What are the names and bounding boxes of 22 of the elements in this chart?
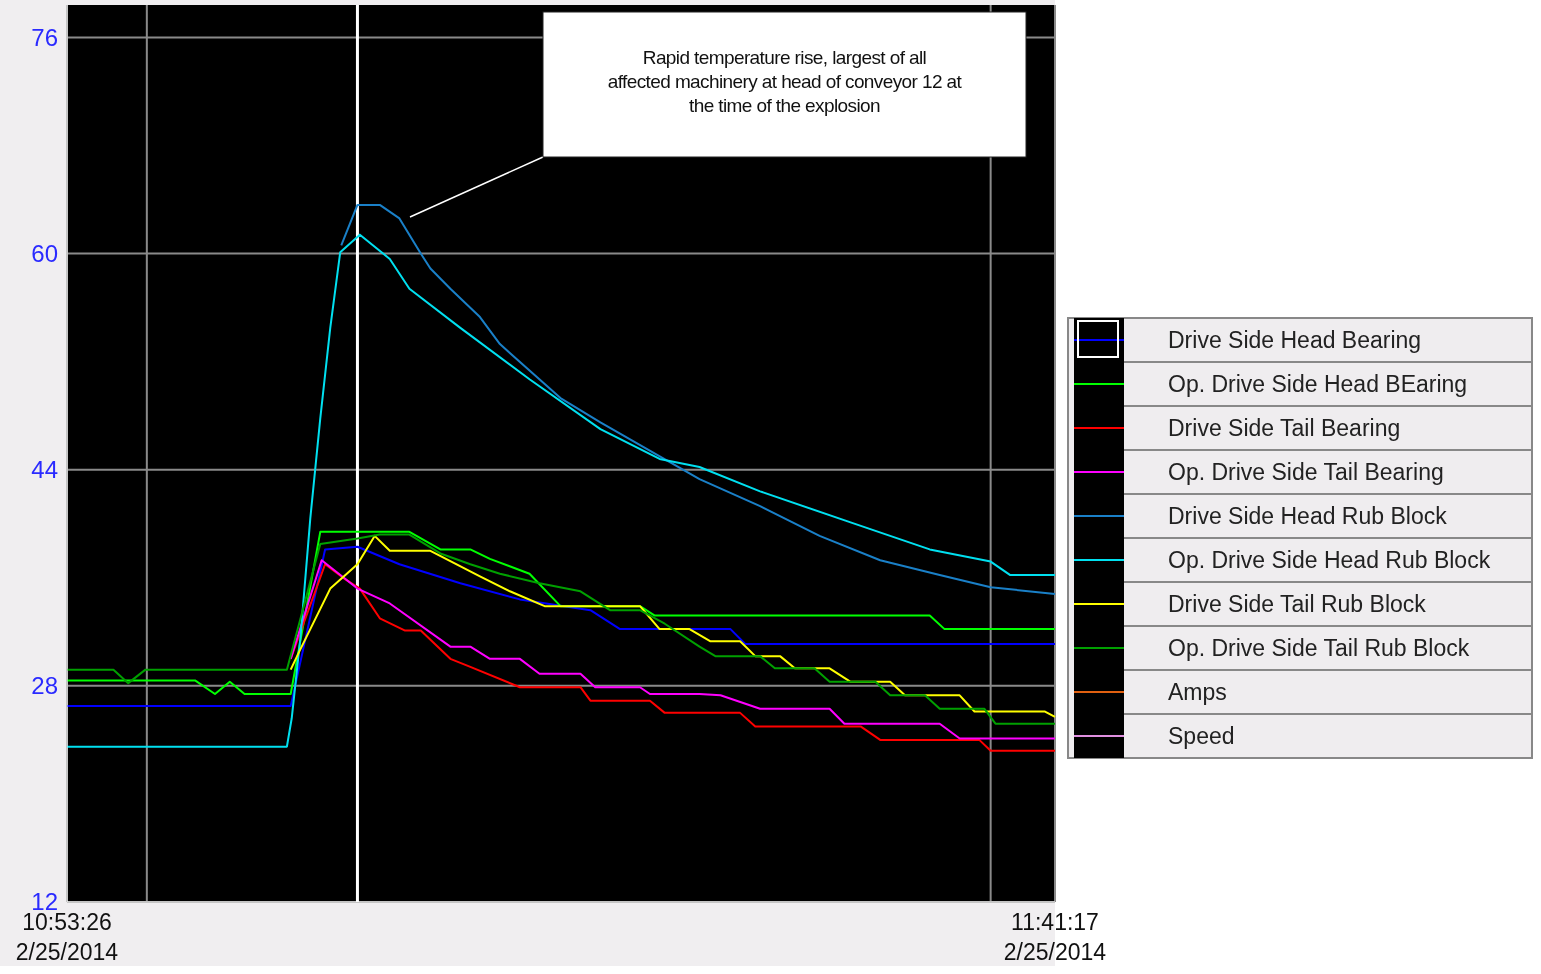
legend-label: Speed — [1168, 723, 1235, 750]
line-series — [340, 203, 1056, 595]
y-tick-label: 44 — [31, 456, 58, 484]
line-series — [66, 530, 1056, 695]
legend-label: Amps — [1168, 679, 1227, 706]
line-series — [66, 533, 1056, 725]
y-tick-label: 60 — [31, 239, 58, 267]
y-tick-label: 76 — [31, 23, 58, 51]
annotation: Rapid temperature rise, largest of all affected machinery at head of conveyor 12 at the time of the explosion — [607, 47, 963, 116]
legend-label: Op. Drive Side Tail Bearing — [1168, 459, 1444, 486]
line-series — [289, 534, 1056, 718]
line-series — [66, 233, 1056, 748]
x-tick-label: 11:41:17 2/25/2014 — [1003, 909, 1107, 965]
legend-label: Drive Side Head Bearing — [1168, 327, 1422, 354]
legend-label: Op. Drive Side Head Rub Block — [1168, 547, 1491, 574]
y-tick-label: 28 — [31, 672, 58, 700]
legend-label: Op. Drive Side Head BEaring — [1168, 371, 1468, 398]
legend-label: Op. Drive Side Tail Rub Block — [1168, 635, 1470, 662]
legend-label: Drive Side Tail Rub Block — [1168, 591, 1427, 618]
legend-label: Drive Side Tail Bearing — [1168, 415, 1401, 442]
legend-label: Drive Side Head Rub Block — [1168, 503, 1448, 530]
line-series — [66, 545, 1056, 708]
